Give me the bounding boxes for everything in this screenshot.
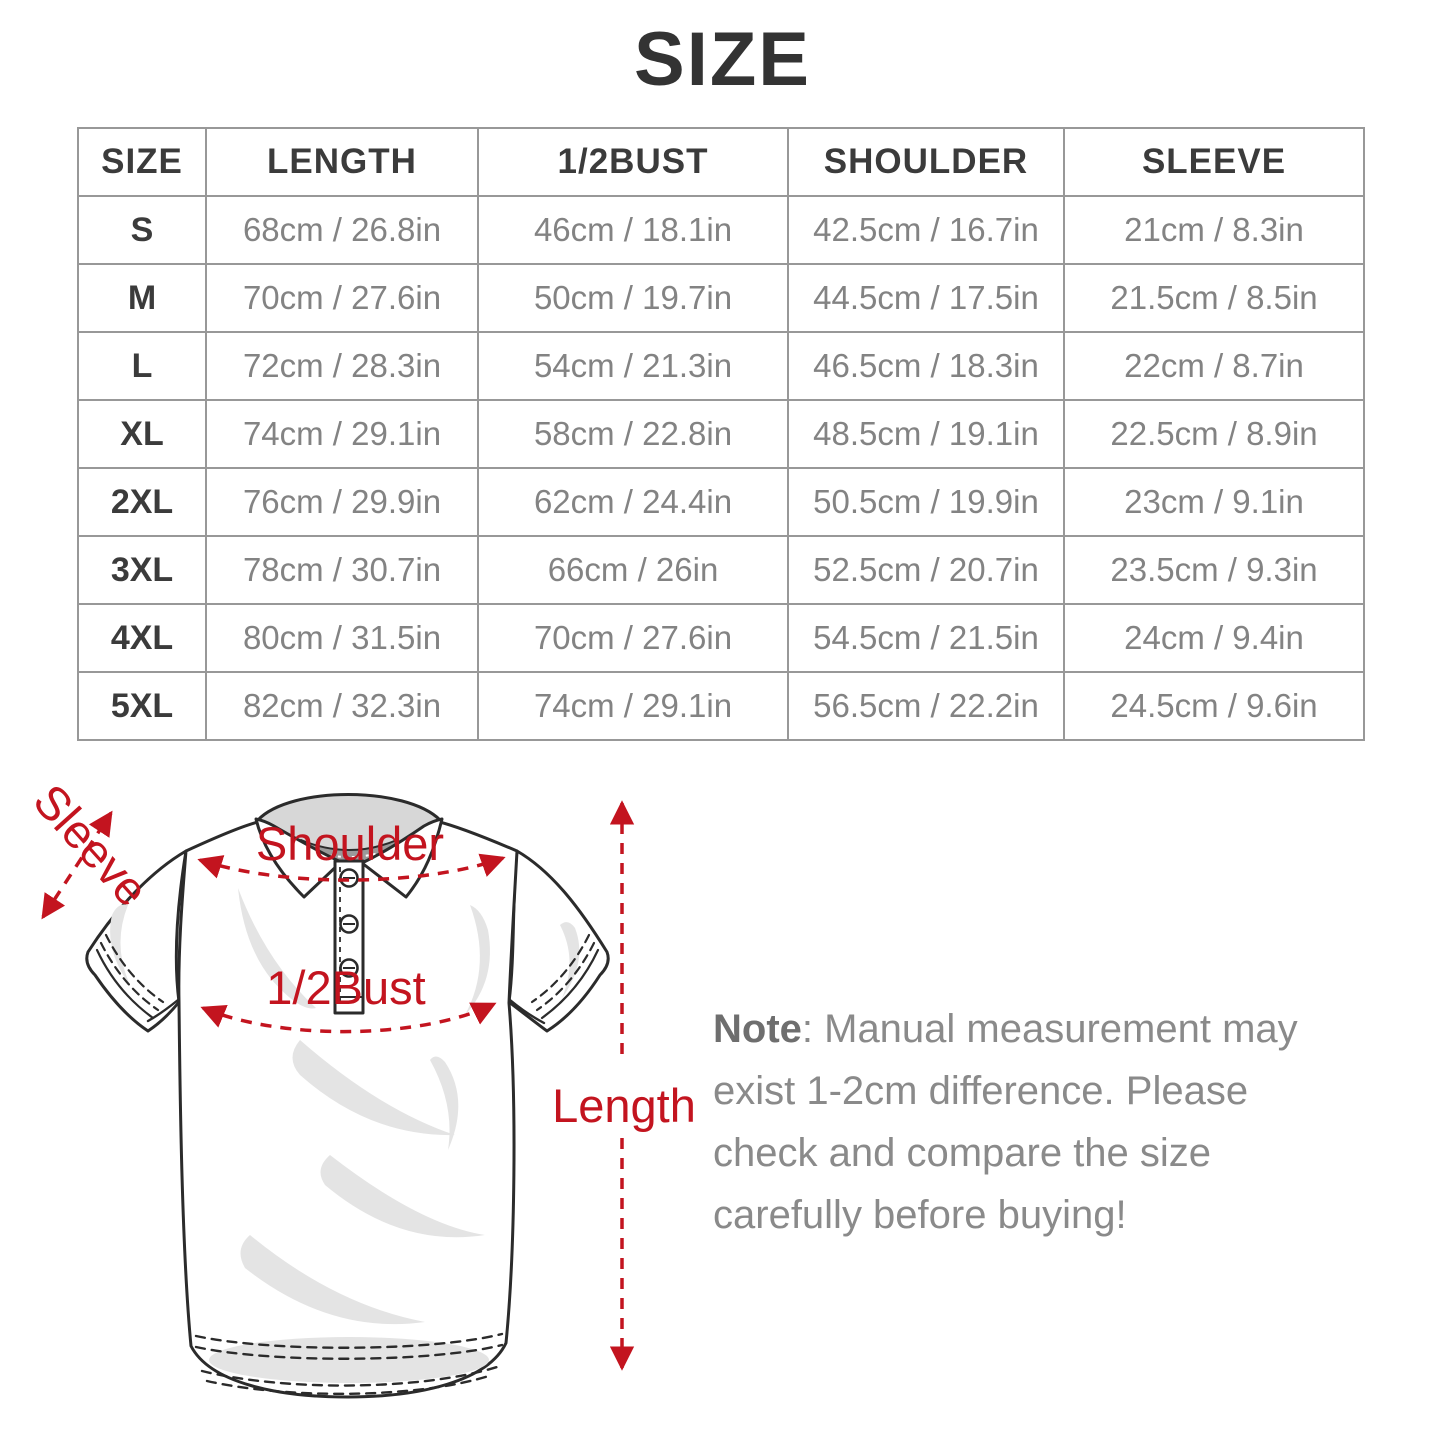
measure-cell: 70cm / 27.6in xyxy=(477,603,789,673)
size-table: SIZE LENGTH 1/2BUST SHOULDER SLEEVE S 68cm / … xyxy=(77,127,1365,741)
length-label: Length xyxy=(552,1079,696,1132)
measure-cell: 42.5cm / 16.7in xyxy=(787,195,1065,265)
measure-cell: 78cm / 30.7in xyxy=(205,535,479,605)
measure-cell: 66cm / 26in xyxy=(477,535,789,605)
measure-cell: 24.5cm / 9.6in xyxy=(1063,671,1365,741)
measure-cell: 21cm / 8.3in xyxy=(1063,195,1365,265)
measure-cell: 21.5cm / 8.5in xyxy=(1063,263,1365,333)
header-cell: LENGTH xyxy=(205,127,479,197)
measure-cell: 54cm / 21.3in xyxy=(477,331,789,401)
table-row: 4XL 80cm / 31.5in 70cm / 27.6in 54.5cm / 21… xyxy=(77,603,1365,673)
measure-cell: 23.5cm / 9.3in xyxy=(1063,535,1365,605)
measure-cell: 70cm / 27.6in xyxy=(205,263,479,333)
header-cell: SHOULDER xyxy=(787,127,1065,197)
header-cell: SIZE xyxy=(77,127,207,197)
note-text: Note: Manual measurement may exist 1-2cm… xyxy=(713,998,1333,1246)
measure-cell: 24cm / 9.4in xyxy=(1063,603,1365,673)
measure-cell: 74cm / 29.1in xyxy=(205,399,479,469)
shoulder-label: Shoulder xyxy=(256,817,444,870)
measure-cell: 74cm / 29.1in xyxy=(477,671,789,741)
size-cell: XL xyxy=(77,399,207,469)
table-row: XL 74cm / 29.1in 58cm / 22.8in 48.5cm / 19.… xyxy=(77,399,1365,469)
measure-cell: 82cm / 32.3in xyxy=(205,671,479,741)
size-cell: 3XL xyxy=(77,535,207,605)
measurement-arrows xyxy=(41,800,635,1371)
size-cell: 4XL xyxy=(77,603,207,673)
measure-cell: 23cm / 9.1in xyxy=(1063,467,1365,537)
sleeve-arrow xyxy=(41,810,113,920)
size-cell: 5XL xyxy=(77,671,207,741)
stitch-details xyxy=(95,933,600,1396)
measure-cell: 56.5cm / 22.2in xyxy=(787,671,1065,741)
table-header-row: SIZE LENGTH 1/2BUST SHOULDER SLEEVE xyxy=(77,127,1365,197)
size-cell: 2XL xyxy=(77,467,207,537)
measure-cell: 22cm / 8.7in xyxy=(1063,331,1365,401)
measure-cell: 50cm / 19.7in xyxy=(477,263,789,333)
table-row: 2XL 76cm / 29.9in 62cm / 24.4in 50.5cm / 19… xyxy=(77,467,1365,537)
size-cell: L xyxy=(77,331,207,401)
note-prefix: Note xyxy=(713,1007,802,1051)
measure-cell: 50.5cm / 19.9in xyxy=(787,467,1065,537)
measure-cell: 46cm / 18.1in xyxy=(477,195,789,265)
left-sleeve xyxy=(85,849,188,1033)
size-cell: S xyxy=(77,195,207,265)
table-row: 5XL 82cm / 32.3in 74cm / 29.1in 56.5cm / 22… xyxy=(77,671,1365,741)
table-row: 3XL 78cm / 30.7in 66cm / 26in 52.5cm / 20.7… xyxy=(77,535,1365,605)
note-body: : Manual measurement may exist 1-2cm dif… xyxy=(713,1007,1298,1237)
measure-cell: 54.5cm / 21.5in xyxy=(787,603,1065,673)
measure-cell: 44.5cm / 17.5in xyxy=(787,263,1065,333)
measure-cell: 68cm / 26.8in xyxy=(205,195,479,265)
measure-cell: 48.5cm / 19.1in xyxy=(787,399,1065,469)
sleeve-label: Sleeve xyxy=(23,774,159,916)
measure-cell: 80cm / 31.5in xyxy=(205,603,479,673)
wrinkle-shading xyxy=(110,888,580,1383)
page-title: SIZE xyxy=(634,17,811,102)
measure-cell: 62cm / 24.4in xyxy=(477,467,789,537)
table-body: S 68cm / 26.8in 46cm / 18.1in 42.5cm / 16.7… xyxy=(77,195,1365,741)
size-cell: M xyxy=(77,263,207,333)
measure-cell: 58cm / 22.8in xyxy=(477,399,789,469)
half-bust-label: 1/2Bust xyxy=(266,961,425,1014)
measure-cell: 76cm / 29.9in xyxy=(205,467,479,537)
bust-arrow xyxy=(200,1002,497,1034)
polo-shirt-measurement-diagram: Shoulder 1/2Bust Length Sleeve xyxy=(23,774,696,1399)
measure-cell: 22.5cm / 8.9in xyxy=(1063,399,1365,469)
header-cell: 1/2BUST xyxy=(477,127,789,197)
measure-cell: 46.5cm / 18.3in xyxy=(787,331,1065,401)
measure-cell: 52.5cm / 20.7in xyxy=(787,535,1065,605)
header-cell: SLEEVE xyxy=(1063,127,1365,197)
table-row: L 72cm / 28.3in 54cm / 21.3in 46.5cm / 18.3… xyxy=(77,331,1365,401)
measure-cell: 72cm / 28.3in xyxy=(205,331,479,401)
table-row: M 70cm / 27.6in 50cm / 19.7in 44.5cm / 17.5… xyxy=(77,263,1365,333)
table-row: S 68cm / 26.8in 46cm / 18.1in 42.5cm / 16.7… xyxy=(77,195,1365,265)
